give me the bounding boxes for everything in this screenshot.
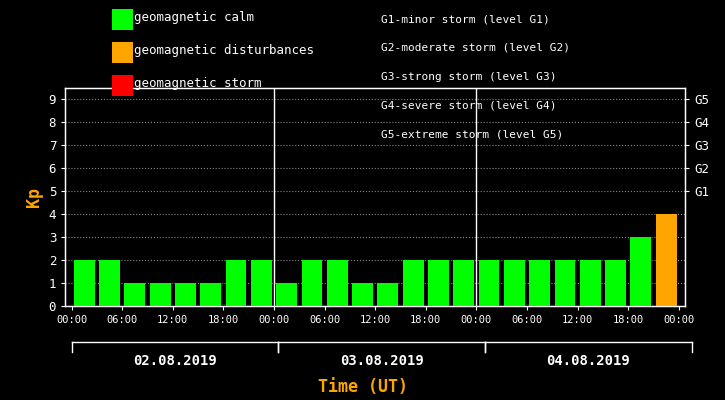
Bar (428, 260, 449, 306)
Bar (555, 260, 576, 306)
Bar (175, 283, 196, 306)
Text: 02.08.2019: 02.08.2019 (133, 354, 217, 368)
Bar (302, 260, 323, 306)
Bar (631, 237, 651, 306)
Bar (125, 283, 145, 306)
Text: G5-extreme storm (level G5): G5-extreme storm (level G5) (381, 129, 563, 139)
Bar (99, 260, 120, 306)
Text: 03.08.2019: 03.08.2019 (340, 354, 423, 368)
Text: G1-minor storm (level G1): G1-minor storm (level G1) (381, 14, 550, 24)
Text: G4-severe storm (level G4): G4-severe storm (level G4) (381, 100, 556, 110)
Bar (378, 283, 398, 306)
Text: geomagnetic disturbances: geomagnetic disturbances (134, 44, 314, 57)
Text: 04.08.2019: 04.08.2019 (547, 354, 630, 368)
Text: geomagnetic calm: geomagnetic calm (134, 12, 254, 24)
Bar (74, 260, 94, 306)
Bar (580, 260, 600, 306)
Bar (150, 283, 170, 306)
Bar (605, 260, 626, 306)
Bar (276, 283, 297, 306)
Bar (251, 260, 272, 306)
Bar (403, 260, 423, 306)
Bar (327, 260, 347, 306)
Text: geomagnetic storm: geomagnetic storm (134, 77, 262, 90)
Bar (656, 214, 676, 306)
Bar (453, 260, 474, 306)
Bar (478, 260, 500, 306)
Bar (504, 260, 525, 306)
Text: G3-strong storm (level G3): G3-strong storm (level G3) (381, 72, 556, 82)
Bar (225, 260, 246, 306)
Text: Time (UT): Time (UT) (318, 378, 407, 396)
Y-axis label: Kp: Kp (25, 187, 44, 207)
Text: G2-moderate storm (level G2): G2-moderate storm (level G2) (381, 43, 570, 53)
Bar (352, 283, 373, 306)
Bar (200, 283, 221, 306)
Bar (529, 260, 550, 306)
